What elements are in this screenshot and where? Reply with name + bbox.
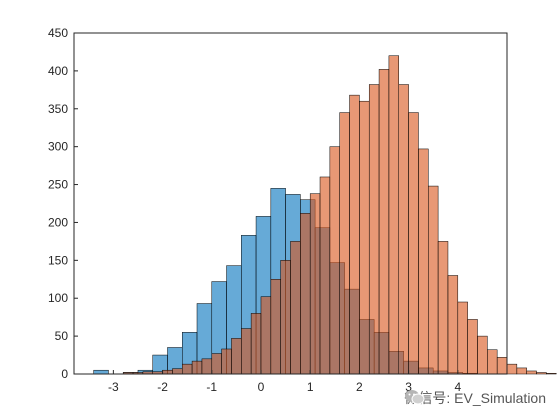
wechat-icon [405,390,425,405]
watermark: 微信号: EV_Simulation [404,388,546,408]
histogram-bar [447,275,459,375]
y-tick-label: 50 [55,329,69,343]
histogram-bar [349,94,360,375]
y-tick-label: 150 [48,253,68,267]
x-tick-label: 1 [307,380,314,394]
histogram-bar [477,335,488,375]
histogram-bar [182,363,193,375]
x-tick-label: -1 [206,380,217,394]
y-tick-label: 250 [48,178,68,192]
histogram-bar [467,319,478,375]
histogram-bar [191,360,203,375]
y-tick-label: 300 [48,140,68,154]
histogram-bar [496,357,508,375]
y-axis-ticks: 0 50 100 150 200 250 300 350 400 450 [48,26,78,381]
histogram-bar [280,260,291,375]
histogram-bar [241,328,252,375]
axes-box [73,32,508,375]
y-tick-label: 450 [48,26,68,40]
y-tick-label: 100 [48,291,68,305]
y-tick-label: 0 [61,367,68,381]
histogram-bar [526,370,537,375]
histogram-bar [418,148,429,375]
histogram-bar [516,367,527,375]
histogram-bar [201,358,213,375]
histogram-bar [359,100,370,375]
histogram-bar [250,313,262,375]
histogram-bar [270,279,281,375]
histogram-bar [221,348,232,375]
histogram-bar [388,55,399,375]
x-tick-label: 4 [454,380,461,394]
histogram-bar [231,338,242,375]
x-tick-label: 0 [258,380,265,394]
histogram-bar [260,296,272,375]
histogram-bar [378,69,390,375]
series-orange [122,55,557,375]
histogram-bar [172,368,183,375]
histogram-bar [546,372,557,375]
histogram-bar [162,369,173,375]
histogram-bar [339,112,350,375]
histogram-bar [368,84,380,375]
x-axis-ticks: -3 -2 -1 0 1 2 3 4 [108,370,461,394]
histogram-bar [329,146,340,375]
watermark-text: 微信号: EV_Simulation [404,390,546,406]
y-tick-label: 200 [48,215,68,229]
x-tick-label: 3 [405,380,412,394]
histogram-bar [428,185,439,375]
histogram-bar [290,241,301,375]
histogram-bar [211,353,222,375]
histogram-bar [437,241,449,375]
histogram-bar [93,369,109,375]
histogram-bar [309,193,321,375]
histogram-bar [319,176,331,375]
y-tick-label: 400 [48,64,68,78]
histogram-bar [506,363,518,375]
x-tick-label: -2 [157,380,168,394]
histogram-bar [487,349,498,375]
x-tick-label: -3 [108,380,119,394]
histogram-bar [398,84,409,375]
histogram-bar [408,112,419,375]
histogram-bar [536,372,547,375]
x-tick-label: 2 [356,380,363,394]
histogram-bar [457,301,468,375]
y-tick-label: 350 [48,102,68,116]
histogram-bar [300,213,311,375]
